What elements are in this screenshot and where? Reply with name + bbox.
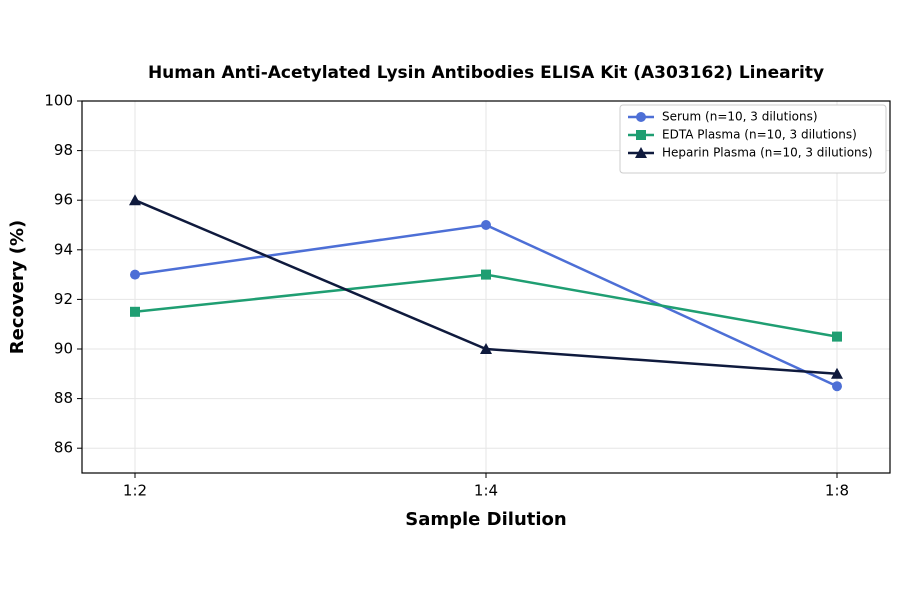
y-tick-label: 86 [54,439,73,457]
legend-label: Heparin Plasma (n=10, 3 dilutions) [662,146,873,160]
data-point [832,331,842,342]
legend-box [619,104,887,174]
y-tick-label: 96 [54,191,73,209]
y-tick-label: 88 [54,389,73,407]
data-point [832,381,842,392]
legend-marker [636,112,646,122]
y-axis-label: Recovery (%) [7,220,28,354]
data-point [129,194,141,206]
legend-marker [636,130,646,140]
x-tick-label: 1:4 [474,482,498,500]
data-point [130,269,140,280]
y-tick-label: 90 [54,340,73,358]
x-tick-label: 1:2 [123,482,147,500]
data-point [831,367,843,379]
legend-marker [635,147,647,158]
y-tick-label: 92 [54,290,73,308]
y-tick-label: 94 [54,240,73,258]
chart-title: Human Anti-Acetylated Lysin Antibodies E… [148,63,824,83]
data-point [481,269,491,280]
y-tick-label: 98 [54,141,73,159]
legend-label: EDTA Plasma (n=10, 3 dilutions) [662,128,857,142]
y-tick-label: 100 [44,92,73,110]
data-point [481,220,491,230]
plot-frame [81,100,891,474]
data-point [130,306,140,317]
legend-label: Serum (n=10, 3 dilutions) [662,110,818,124]
x-axis-label: Sample Dilution [405,509,566,530]
x-tick-label: 1:8 [825,482,849,500]
data-point [480,343,492,354]
